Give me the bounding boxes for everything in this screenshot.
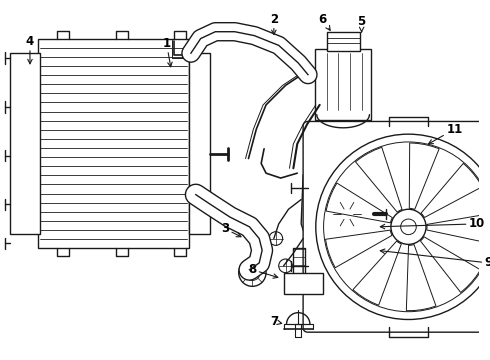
Text: 9: 9: [380, 249, 490, 269]
Text: 2: 2: [270, 13, 278, 35]
Bar: [189, 53, 210, 234]
Text: 4: 4: [26, 35, 34, 64]
Text: 1: 1: [163, 37, 172, 67]
Polygon shape: [301, 158, 367, 263]
Bar: [38, 39, 189, 248]
Text: 7: 7: [270, 315, 282, 328]
Text: 11: 11: [429, 123, 463, 144]
Text: 8: 8: [248, 263, 278, 278]
Polygon shape: [315, 49, 371, 120]
Text: 6: 6: [318, 13, 330, 30]
Text: 5: 5: [358, 15, 366, 32]
Text: 10: 10: [380, 217, 485, 230]
Bar: [326, 32, 360, 51]
Bar: [10, 53, 40, 234]
Bar: [284, 273, 322, 294]
Text: 3: 3: [221, 222, 241, 237]
FancyBboxPatch shape: [303, 121, 490, 332]
